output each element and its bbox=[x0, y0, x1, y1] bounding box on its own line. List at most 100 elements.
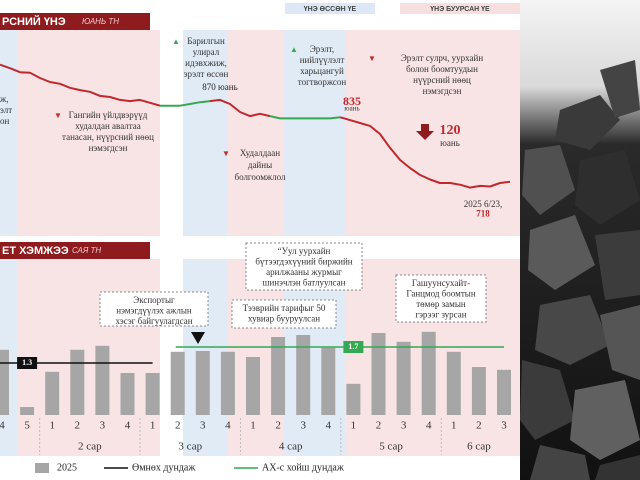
x-tick-label: 4 bbox=[0, 420, 5, 432]
annotation: арилжааны журмыг bbox=[266, 267, 342, 277]
period-band bbox=[0, 30, 18, 236]
average-label: 1.7 bbox=[348, 342, 358, 351]
annotation: Худалдаан bbox=[240, 148, 280, 158]
annotation: нэмэгдүүлэх ажлын bbox=[116, 306, 192, 316]
annotation: улирал bbox=[193, 47, 220, 57]
value-label: 870 юань bbox=[202, 82, 237, 92]
bar bbox=[95, 345, 110, 415]
price-line bbox=[339, 116, 511, 189]
x-tick-label: 1 bbox=[150, 420, 156, 432]
legend-label: ҮНЭ ӨССӨН ҮЕ bbox=[304, 6, 357, 13]
value-label: 718 bbox=[476, 209, 490, 219]
bar bbox=[0, 349, 9, 415]
annotation: дайны bbox=[248, 160, 272, 170]
annotation: Эрэлт сулрч, уурхайн bbox=[401, 53, 484, 63]
annotation: нүүрсний нөөц bbox=[413, 75, 471, 85]
annotation: гэрээг зурсан bbox=[415, 310, 466, 320]
annotation: юань bbox=[344, 105, 359, 113]
plots: ҮНЭ ӨССӨН ҮЕ ҮНЭ БУУРСАН ҮЕ 870 юань 835 718… bbox=[0, 3, 520, 473]
annotation: Гашуунсухайт- bbox=[412, 278, 470, 288]
annotation: Эрэлт, bbox=[310, 44, 334, 54]
legend-label: АХ-с хойш дундаж bbox=[262, 462, 344, 473]
annotation: Экспортыг bbox=[133, 295, 175, 305]
annotation: худалдан авалтаа bbox=[75, 121, 141, 131]
x-tick-label: 1 bbox=[351, 420, 357, 432]
event-marker bbox=[191, 332, 205, 344]
bar bbox=[371, 333, 386, 415]
bar bbox=[70, 349, 85, 415]
annotation: ж, bbox=[0, 94, 8, 104]
x-tick-label: 3 bbox=[100, 420, 106, 432]
coal-photo bbox=[520, 0, 640, 480]
bar bbox=[321, 347, 336, 415]
annotation: юань bbox=[440, 138, 460, 148]
bar bbox=[170, 351, 185, 415]
annotation: элт bbox=[0, 105, 12, 115]
period-band bbox=[183, 30, 228, 236]
price-line bbox=[160, 100, 211, 107]
bar bbox=[195, 351, 210, 415]
annotation: 120 bbox=[440, 123, 461, 138]
x-tick-label: 4 bbox=[225, 420, 231, 432]
annotation: Гангийн үйлдвэрүүд bbox=[69, 110, 148, 120]
bar bbox=[145, 373, 160, 415]
x-tick-label: 4 bbox=[326, 420, 332, 432]
chart-title: ЕТ ХЭМЖЭЭ bbox=[2, 245, 69, 257]
annotation: бүтээгдэхүүний биржийн bbox=[255, 257, 352, 267]
bar bbox=[421, 331, 436, 415]
bar bbox=[296, 335, 311, 415]
bar bbox=[446, 351, 461, 415]
x-tick-label: 5 bbox=[24, 420, 30, 432]
annotation: Ганцмод боомтын bbox=[406, 289, 475, 299]
annotation-box bbox=[231, 299, 337, 329]
bar bbox=[45, 371, 60, 415]
month-label: 4 сар bbox=[279, 441, 303, 453]
average-label-box bbox=[17, 357, 38, 369]
annotation: Тээврийн тарифыг 50 bbox=[243, 303, 326, 313]
annotation: нэмэгдсэн bbox=[423, 86, 462, 96]
header-bar bbox=[0, 13, 150, 30]
period-band bbox=[283, 30, 345, 236]
bar bbox=[396, 341, 411, 415]
month-label: 2 сар bbox=[78, 441, 102, 453]
annotation: хэсэг байгуулагдсан bbox=[115, 316, 192, 326]
x-tick-label: 1 bbox=[250, 420, 256, 432]
annotation-marker: ▼ bbox=[222, 149, 230, 158]
annotation-marker: ▼ bbox=[368, 54, 376, 63]
bar bbox=[346, 383, 361, 415]
legend-label: 2025 bbox=[57, 462, 77, 473]
annotation-box bbox=[245, 242, 363, 291]
annotation: болгоомжлол bbox=[234, 172, 286, 182]
annotation: нийлүүлэлт bbox=[300, 55, 345, 65]
x-tick-label: 1 bbox=[451, 420, 457, 432]
period-band bbox=[18, 30, 160, 236]
x-tick-label: 3 bbox=[501, 420, 507, 432]
legend-swatch bbox=[400, 3, 520, 14]
x-tick-label: 1 bbox=[49, 420, 55, 432]
annotation: нэмэгдсэн bbox=[89, 143, 128, 153]
bar bbox=[20, 407, 35, 415]
x-tick-label: 4 bbox=[125, 420, 131, 432]
x-tick-label: 2 bbox=[175, 420, 181, 432]
bar bbox=[220, 351, 235, 415]
annotation: эрэлт өссөн bbox=[184, 69, 229, 79]
x-tick-label: 2 bbox=[275, 420, 281, 432]
legend-swatch bbox=[35, 463, 49, 473]
annotation: шинэчлэн батлуулсан bbox=[263, 278, 346, 288]
x-tick-label: 3 bbox=[200, 420, 206, 432]
x-tick-label: 3 bbox=[300, 420, 306, 432]
average-label-box bbox=[343, 341, 364, 353]
month-label: 3 сар bbox=[178, 441, 202, 453]
unit-label: ЮАНЬ ТН bbox=[82, 17, 119, 26]
bar bbox=[271, 337, 286, 415]
annotation: харьцангуй bbox=[300, 66, 344, 76]
down-arrow bbox=[416, 124, 434, 140]
month-label: 6 сар bbox=[467, 441, 491, 453]
price-line bbox=[209, 98, 271, 118]
legend-label: ҮНЭ БУУРСАН ҮЕ bbox=[430, 6, 490, 13]
annotation: идэвхжиж, bbox=[185, 58, 227, 68]
bar bbox=[471, 367, 486, 415]
period-band bbox=[345, 30, 520, 236]
annotation-marker: ▲ bbox=[172, 37, 180, 46]
